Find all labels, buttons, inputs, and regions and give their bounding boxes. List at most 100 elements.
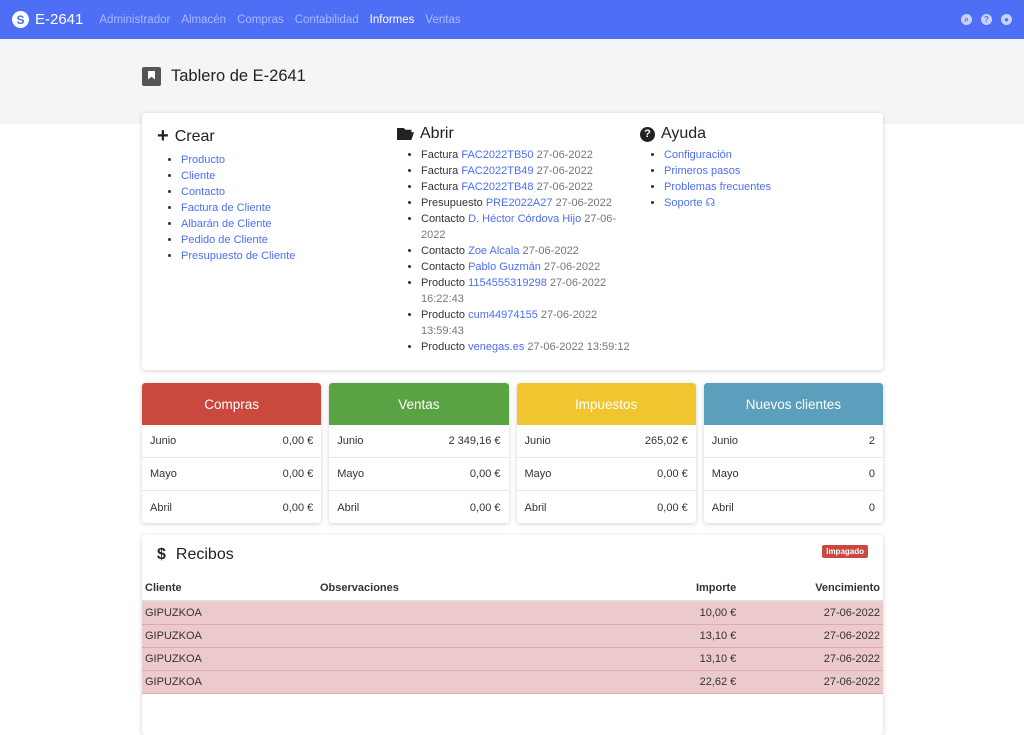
quick-links-card: + Crear Producto Cliente Contacto Factura de … [142, 113, 883, 370]
column-header[interactable]: Observaciones [317, 575, 490, 602]
crear-link[interactable]: Pedido de Cliente [181, 234, 268, 246]
abrir-link[interactable]: PRE2022A27 [485, 197, 553, 209]
crear-link[interactable]: Cliente [181, 170, 216, 182]
nav-item-ventas[interactable]: Ventas [425, 13, 461, 26]
nav-item-compras[interactable]: Compras [237, 13, 284, 26]
crear-link[interactable]: Factura de Cliente [181, 202, 271, 214]
stat-title: Nuevos clientes [703, 383, 883, 425]
list-item: Problemas frecuentes [664, 179, 771, 195]
list-item: Soporte☊ [664, 195, 771, 211]
list-item: Producto [181, 152, 397, 168]
stat-month: Abril [337, 501, 360, 514]
abrir-link[interactable]: cum44974155 [468, 309, 538, 321]
item-date: 27-06-2022 [536, 149, 593, 161]
ayuda-link[interactable]: Soporte [664, 197, 703, 209]
list-item: Presupuesto de Cliente [181, 248, 397, 264]
stat-title: Ventas [329, 383, 509, 425]
abrir-link[interactable]: Pablo Guzmán [468, 261, 541, 273]
bookmark-icon [142, 66, 161, 86]
list-item: Albarán de Cliente [181, 216, 397, 232]
item-type: Factura [421, 149, 459, 161]
nav-item-almacén[interactable]: Almacén [181, 13, 227, 26]
crear-link[interactable]: Presupuesto de Cliente [181, 250, 296, 262]
column-header[interactable]: Importe [489, 575, 740, 602]
table-cell: GIPUZKOA [142, 647, 317, 671]
stat-row: Mayo 0,00 € [516, 458, 696, 491]
item-date: 27-06-2022 [522, 245, 579, 257]
stat-value: 2 [868, 435, 875, 447]
nav-item-administrador[interactable]: Administrador [99, 13, 171, 26]
ayuda-link[interactable]: Configuración [664, 149, 732, 161]
table-cell: 13,10 € [489, 647, 740, 671]
item-type: Contacto [421, 261, 466, 273]
status-badge: Impagado [822, 544, 868, 558]
help-icon[interactable]: ? [981, 14, 992, 25]
stat-row: Mayo 0,00 € [329, 458, 509, 491]
abrir-link[interactable]: FAC2022TB49 [461, 165, 534, 177]
nav-item-informes[interactable]: Informes [369, 13, 415, 26]
stat-month: Mayo [524, 468, 552, 480]
item-date: 27-06-2022 13:59:12 [527, 341, 630, 353]
crear-link[interactable]: Contacto [181, 186, 226, 198]
list-item: Pedido de Cliente [181, 232, 397, 248]
stat-row: Junio 2 349,16 € [329, 425, 509, 458]
crear-title: Crear [174, 127, 215, 145]
stat-card-nuevos-clientes[interactable]: Nuevos clientes Junio 2 Mayo 0 Abril 0 [703, 383, 883, 523]
table-row[interactable]: GIPUZKOA 10,00 €27-06-2022 [142, 601, 883, 625]
crear-link[interactable]: Producto [181, 154, 226, 166]
stat-value: 0,00 € [282, 435, 314, 447]
column-header[interactable]: Vencimiento [739, 575, 883, 602]
column-header[interactable]: Cliente [142, 575, 317, 602]
page-title: Tablero de E-2641 [171, 66, 306, 85]
stat-title: Compras [142, 383, 322, 425]
list-item: Presupuesto PRE2022A27 27-06-2022 [421, 195, 640, 211]
stat-card-ventas[interactable]: Ventas Junio 2 349,16 € Mayo 0,00 € Abril 0,00… [329, 383, 509, 523]
stat-value: 0,00 € [657, 468, 688, 480]
table-cell: 10,00 € [489, 601, 740, 625]
abrir-link[interactable]: 1154555319298 [468, 277, 547, 289]
ayuda-link[interactable]: Problemas frecuentes [664, 181, 771, 193]
item-type: Factura [421, 181, 459, 193]
crear-link[interactable]: Albarán de Cliente [181, 218, 272, 230]
table-row[interactable]: GIPUZKOA 22,62 €27-06-2022 [142, 670, 883, 694]
ayuda-link[interactable]: Primeros pasos [664, 165, 741, 177]
table-row[interactable]: GIPUZKOA 13,10 €27-06-2022 [142, 624, 883, 648]
stat-card-compras[interactable]: Compras Junio 0,00 € Mayo 0,00 € Abril 0,00 € [142, 383, 322, 523]
table-cell: 27-06-2022 [739, 670, 883, 694]
stat-month: Abril [524, 501, 547, 514]
list-item: Contacto Pablo Guzmán 27-06-2022 [421, 259, 640, 275]
dollar-icon: $ [157, 546, 166, 563]
stat-month: Junio [524, 435, 551, 447]
headset-icon: ☊ [705, 197, 716, 209]
table-cell [317, 624, 490, 648]
recibos-title: Recibos [175, 546, 234, 563]
abrir-link[interactable]: FAC2022TB48 [461, 181, 534, 193]
stat-card-impuestos[interactable]: Impuestos Junio 265,02 € Mayo 0,00 € Abril 0,0… [516, 383, 696, 523]
list-item: Factura de Cliente [181, 200, 397, 216]
abrir-title: Abrir [420, 125, 454, 142]
stat-value: 0 [868, 468, 875, 480]
item-type: Presupuesto [421, 197, 483, 209]
search-icon[interactable]: ⌕ [961, 14, 972, 25]
stat-row: Abril 0 [704, 491, 883, 523]
abrir-link[interactable]: FAC2022TB50 [461, 149, 534, 161]
item-date: 27-06-2022 [555, 197, 612, 209]
stat-value: 0 [868, 501, 875, 514]
question-circle-icon: ? [640, 126, 655, 142]
table-row[interactable]: GIPUZKOA 13,10 €27-06-2022 [142, 647, 883, 671]
brand[interactable]: E-2641 [35, 11, 84, 28]
stat-month: Junio [711, 435, 739, 447]
list-item: Factura FAC2022TB49 27-06-2022 [421, 163, 640, 179]
stat-month: Abril [150, 501, 173, 514]
stat-row: Abril 0,00 € [517, 491, 696, 523]
abrir-link[interactable]: venegas.es [468, 341, 525, 353]
abrir-link[interactable]: Zoe Alcala [468, 245, 520, 257]
table-cell: 27-06-2022 [739, 647, 883, 671]
user-icon[interactable]: ● [1001, 14, 1012, 25]
abrir-link[interactable]: D. Héctor Córdova Hijo [468, 213, 582, 225]
stat-value: 0,00 € [282, 468, 314, 480]
list-item: Contacto [181, 184, 397, 200]
navbar: S E-2641 Administrador Almacén Compras Cont… [0, 0, 1024, 39]
list-item: Factura FAC2022TB50 27-06-2022 [421, 147, 640, 163]
nav-item-contabilidad[interactable]: Contabilidad [294, 13, 359, 26]
